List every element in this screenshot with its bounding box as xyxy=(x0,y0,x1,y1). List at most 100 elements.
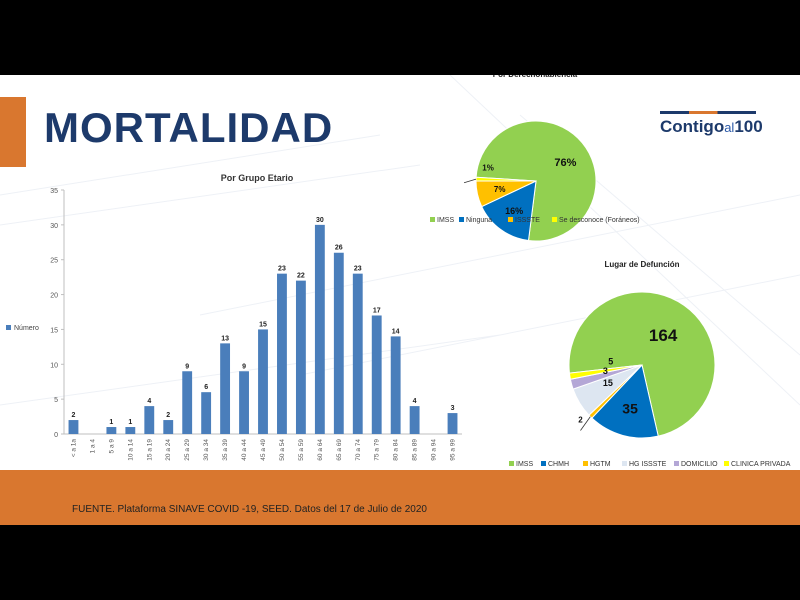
bar-chart-title: Por Grupo Etario xyxy=(221,173,294,183)
x-tick-label: 60 a 64 xyxy=(317,439,324,461)
bar-data-label: 26 xyxy=(335,245,343,252)
y-tick-label: 15 xyxy=(50,327,58,334)
y-tick-label: 10 xyxy=(50,362,58,369)
x-tick-label: 40 a 44 xyxy=(241,439,248,461)
x-tick-label: < a 1a xyxy=(70,439,77,458)
pie-title: Por Derechohabiencia xyxy=(493,75,578,79)
legend-swatch xyxy=(622,461,627,466)
bar-45-a-49 xyxy=(258,329,268,434)
x-tick-label: 50 a 54 xyxy=(279,439,286,461)
x-tick-label: 85 a 89 xyxy=(412,439,419,461)
pie-slice-ninguna xyxy=(481,180,537,242)
x-tick-label: 25 a 29 xyxy=(184,439,191,461)
bar-75-a-79 xyxy=(371,315,382,434)
bar-data-label: 9 xyxy=(185,363,189,370)
bar-55-a-59 xyxy=(295,280,306,434)
legend-label: CLINICA PRIVADA xyxy=(731,461,791,468)
legend-label: Ninguna xyxy=(466,217,492,224)
bar-80-a-84 xyxy=(390,336,401,434)
background-decoration xyxy=(0,75,800,406)
bar-50-a-54 xyxy=(277,273,287,434)
logo-text-contigo: Contigo xyxy=(660,117,725,136)
source-note: FUENTE. Plataforma SINAVE COVID -19, SEE… xyxy=(72,504,427,515)
logo-text-al: al xyxy=(724,120,735,135)
legend-swatch-numero xyxy=(6,325,11,330)
pie-value-label: 7% xyxy=(494,185,506,194)
bar-65-a-69 xyxy=(333,252,344,434)
pie-value-label: 2 xyxy=(578,416,583,425)
pie-value-label: 1% xyxy=(482,164,494,173)
x-tick-label: 15 a 19 xyxy=(146,439,153,461)
bar-data-label: 2 xyxy=(72,412,76,419)
bar-data-label: 13 xyxy=(221,335,229,342)
legend-label: Se desconoce (Foráneos) xyxy=(559,217,640,224)
bar-30-a-34 xyxy=(201,392,212,434)
page-title: MORTALIDAD xyxy=(44,104,334,151)
legend-swatch xyxy=(459,217,464,222)
x-tick-label: 65 a 69 xyxy=(336,439,343,461)
bar-data-label: 4 xyxy=(147,398,151,405)
bar-data-label: 4 xyxy=(413,398,417,405)
x-tick-label: 70 a 74 xyxy=(355,439,362,461)
bar-data-label: 3 xyxy=(451,405,455,412)
y-tick-label: 5 xyxy=(54,397,58,404)
legend-label: CHMH xyxy=(548,461,569,468)
pie-value-label: 16% xyxy=(505,206,523,216)
y-tick-label: 25 xyxy=(50,258,58,265)
bar-data-label: 23 xyxy=(278,266,286,273)
x-tick-label: 20 a 24 xyxy=(165,439,172,461)
y-tick-label: 20 xyxy=(50,293,58,300)
footer-band: FUENTE. Plataforma SINAVE COVID -19, SEE… xyxy=(0,470,800,525)
logo: Contigoal100 xyxy=(660,111,763,137)
x-tick-label: 10 a 14 xyxy=(127,439,134,461)
bar-5-a-9 xyxy=(106,427,117,434)
legend-label: IMSS xyxy=(516,461,533,468)
place-of-death-pie-chart: Lugar de Defunción 164 35 2 15 53 IMSS CHMH HGTM… xyxy=(509,260,791,468)
legend-label: IMSS xyxy=(437,217,454,224)
bar-25-a-29 xyxy=(182,371,193,434)
legend-swatch xyxy=(541,461,546,466)
legend-swatch xyxy=(509,461,514,466)
bar-35-a-39 xyxy=(220,343,231,434)
y-tick-label: 35 xyxy=(50,188,58,195)
x-tick-label: 35 a 39 xyxy=(222,439,229,461)
slide: MORTALIDAD Contigoal100 Por Grupo Etario… xyxy=(0,75,800,525)
bar-data-label: 9 xyxy=(242,363,246,370)
x-tick-label: 95 a 99 xyxy=(450,439,457,461)
pie-slice-chmh xyxy=(591,363,659,439)
bar-data-label: 14 xyxy=(392,328,400,335)
pie-value-label: 3 xyxy=(603,366,608,376)
legend-label: ISSSTE xyxy=(515,217,540,224)
legend-swatch xyxy=(674,461,679,466)
bar-40-a-44 xyxy=(239,371,249,434)
bar-data-label: 2 xyxy=(166,412,170,419)
pie-slice-imss xyxy=(568,291,716,437)
bar-10-a-14 xyxy=(125,427,136,434)
logo-text-100: 100 xyxy=(734,117,763,136)
bar-data-label: 22 xyxy=(297,273,305,280)
legend-label: HGTM xyxy=(590,461,611,468)
pie-leader-line xyxy=(463,178,477,184)
bar-60-a-64 xyxy=(314,224,325,434)
x-tick-label: 45 a 49 xyxy=(260,439,267,461)
logo-stripe xyxy=(660,111,756,114)
bar--a-1a xyxy=(68,420,79,434)
x-tick-label: 75 a 79 xyxy=(374,439,381,461)
legend-label: HG ISSSTE xyxy=(629,461,667,468)
bar-data-label: 1 xyxy=(128,419,132,426)
pie-value-label: 76% xyxy=(554,157,576,169)
bar-15-a-19 xyxy=(144,406,155,434)
legend-label: DOMICILIO xyxy=(681,461,718,468)
legend-swatch xyxy=(508,217,513,222)
bar-20-a-24 xyxy=(163,420,174,434)
bar-data-label: 1 xyxy=(109,419,113,426)
bar-data-label: 23 xyxy=(354,266,362,273)
pie-value-label: 35 xyxy=(622,401,638,417)
legend-swatch xyxy=(552,217,557,222)
legend-swatch xyxy=(430,217,435,222)
x-tick-label: 90 a 94 xyxy=(431,439,438,461)
legend-swatch xyxy=(724,461,729,466)
legend-label: Número xyxy=(14,325,39,332)
x-tick-label: 30 a 34 xyxy=(203,439,210,461)
bar-data-label: 15 xyxy=(259,321,267,328)
